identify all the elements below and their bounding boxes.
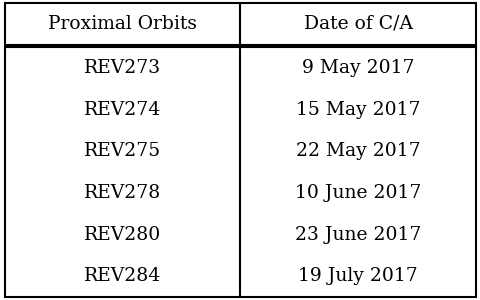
Text: REV274: REV274 bbox=[84, 101, 161, 119]
Text: REV280: REV280 bbox=[84, 226, 161, 244]
Text: 10 June 2017: 10 June 2017 bbox=[295, 184, 420, 202]
Text: REV273: REV273 bbox=[84, 59, 161, 77]
Text: 15 May 2017: 15 May 2017 bbox=[296, 101, 420, 119]
Text: 23 June 2017: 23 June 2017 bbox=[295, 226, 420, 244]
Text: REV275: REV275 bbox=[84, 142, 161, 160]
Text: 22 May 2017: 22 May 2017 bbox=[295, 142, 420, 160]
Text: 19 July 2017: 19 July 2017 bbox=[298, 267, 417, 285]
Text: REV278: REV278 bbox=[84, 184, 161, 202]
Text: Proximal Orbits: Proximal Orbits bbox=[48, 15, 197, 33]
Text: 9 May 2017: 9 May 2017 bbox=[301, 59, 414, 77]
Text: REV284: REV284 bbox=[84, 267, 161, 285]
Text: Date of C/A: Date of C/A bbox=[303, 15, 412, 33]
